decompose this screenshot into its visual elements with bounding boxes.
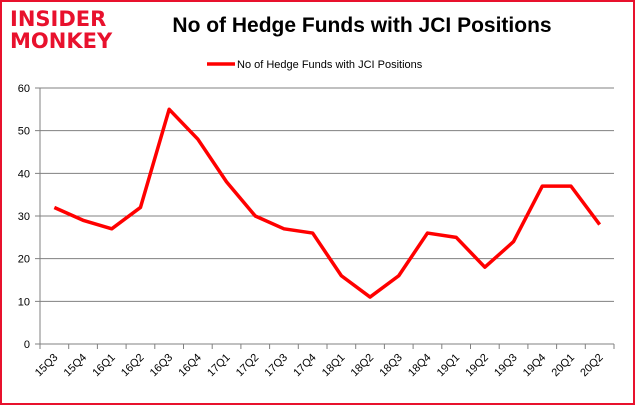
x-tick-label: 17Q1 xyxy=(205,352,233,380)
x-tick-label: 17Q2 xyxy=(234,352,262,380)
logo-line2: MONKEY xyxy=(10,29,113,53)
chart-title: No of Hedge Funds with JCI Positions xyxy=(172,14,552,37)
x-tick-label: 18Q4 xyxy=(406,352,434,380)
x-tick-label: 18Q2 xyxy=(349,352,377,380)
x-tick-label: 18Q3 xyxy=(377,352,405,380)
series-line xyxy=(53,107,602,299)
x-tick-label: 17Q4 xyxy=(291,352,319,380)
y-tick-label: 40 xyxy=(18,168,30,180)
x-tick-label: 19Q3 xyxy=(492,352,520,380)
y-tick-label: 20 xyxy=(18,254,30,266)
y-tick-label: 0 xyxy=(24,339,30,351)
x-tick-label: 16Q1 xyxy=(90,352,118,380)
x-tick-label: 16Q3 xyxy=(148,352,176,380)
y-tick-label: 10 xyxy=(18,296,30,308)
x-tick-label: 15Q3 xyxy=(33,352,61,380)
x-tick-label: 17Q3 xyxy=(263,352,291,380)
y-tick-label: 30 xyxy=(18,211,30,223)
logo-line1: INSIDER xyxy=(10,7,107,31)
x-tick-label: 16Q2 xyxy=(119,352,147,380)
x-tick-label: 19Q4 xyxy=(521,352,549,380)
x-tick-label: 18Q1 xyxy=(320,352,348,380)
x-tick-label: 20Q2 xyxy=(578,352,606,380)
legend-label: No of Hedge Funds with JCI Positions xyxy=(237,59,423,71)
x-tick-label: 19Q1 xyxy=(435,352,463,380)
insider-monkey-logo: INSIDER MONKEY xyxy=(10,8,112,52)
y-tick-label: 60 xyxy=(18,83,30,95)
y-tick-label: 50 xyxy=(18,126,30,138)
x-tick-label: 16Q4 xyxy=(176,352,204,380)
x-tick-label: 15Q4 xyxy=(62,352,90,380)
x-tick-label: 19Q2 xyxy=(463,352,491,380)
x-tick-label: 20Q1 xyxy=(550,352,578,380)
